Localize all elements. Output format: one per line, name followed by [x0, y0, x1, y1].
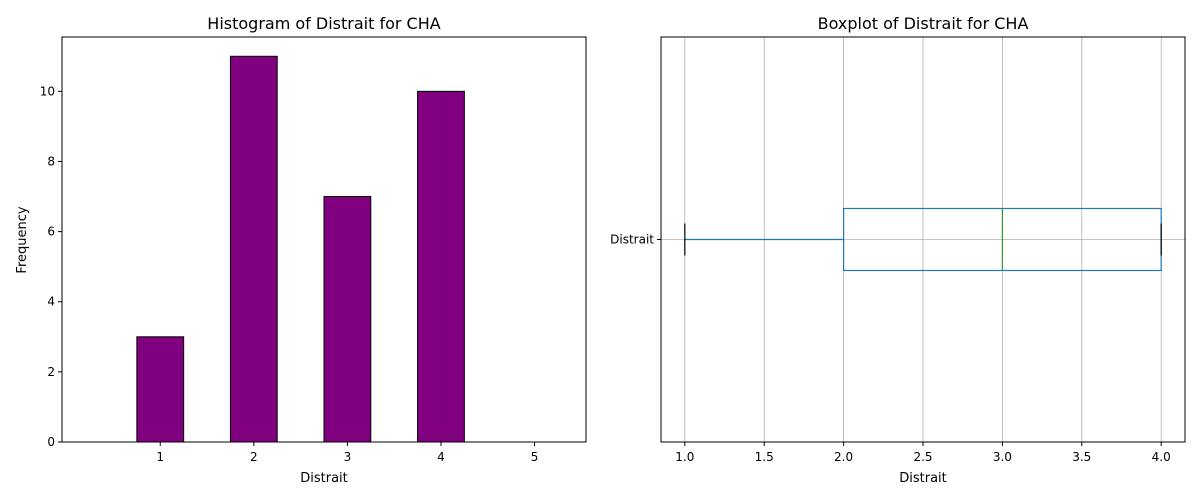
histogram-x-ticks: 1 2 3 4 5 — [156, 442, 538, 464]
histogram-bar-2 — [229, 55, 278, 443]
histogram-x-tick-label: 1 — [156, 450, 164, 464]
boxplot-title: Boxplot of Distrait for CHA — [818, 14, 1029, 33]
boxplot-x-tick-label: 3.0 — [993, 450, 1012, 464]
histogram-title: Histogram of Distrait for CHA — [207, 14, 440, 33]
boxplot-x-tick-label: 4.0 — [1152, 450, 1171, 464]
histogram-y-tick-label: 0 — [47, 435, 55, 449]
histogram-x-tick-label: 3 — [344, 450, 352, 464]
boxplot-x-tick-label: 2.5 — [913, 450, 932, 464]
boxplot-y-tick-label: Distrait — [610, 233, 654, 247]
boxplot-x-tick-label: 2.0 — [834, 450, 853, 464]
histogram-y-tick-label: 6 — [47, 225, 55, 239]
boxplot-chart: Boxplot of Distrait for CHA 1.0 1.5 2.0 2.5… — [610, 14, 1186, 486]
boxplot-x-ticks: 1.0 1.5 2.0 2.5 3.0 3.5 4.0 — [675, 442, 1171, 464]
boxplot-x-tick-label: 1.0 — [675, 450, 694, 464]
histogram-bar-1 — [136, 336, 185, 443]
histogram-plot-frame — [61, 36, 587, 443]
histogram-x-tick-label: 4 — [437, 450, 445, 464]
histogram-y-axis-label: Frequency — [15, 206, 30, 273]
boxplot-marks — [684, 207, 1162, 272]
histogram-y-tick-label: 2 — [47, 365, 55, 379]
histogram-bar-4 — [417, 90, 465, 443]
histogram-y-tick-label: 4 — [47, 295, 55, 309]
histogram-x-axis-label: Distrait — [300, 471, 348, 486]
histogram-chart: Histogram of Distrait for CHA 1 2 3 4 5 0 2 4 6… — [15, 14, 587, 486]
histogram-y-tick-label: 10 — [40, 84, 55, 98]
histogram-x-tick-label: 5 — [531, 450, 539, 464]
boxplot-x-axis-label: Distrait — [899, 471, 947, 486]
boxplot-x-tick-label: 3.5 — [1072, 450, 1091, 464]
histogram-y-ticks: 0 2 4 6 8 10 — [40, 84, 62, 449]
histogram-bars — [136, 55, 465, 443]
boxplot-y-ticks: Distrait — [610, 233, 661, 247]
histogram-x-tick-label: 2 — [250, 450, 258, 464]
boxplot-x-tick-label: 1.5 — [755, 450, 774, 464]
histogram-y-tick-label: 8 — [47, 154, 55, 168]
histogram-bar-3 — [323, 196, 372, 443]
